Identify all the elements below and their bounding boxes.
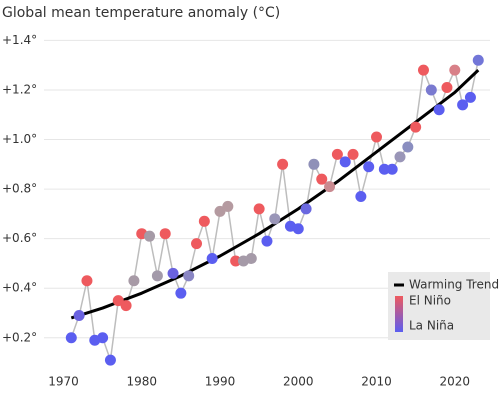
data-point [144,230,156,242]
data-point [464,91,476,103]
legend-label: El Niño [409,294,451,308]
x-tick-label: 2020 [440,375,471,389]
data-point [449,64,461,76]
legend-box [388,272,490,340]
data-point [261,235,273,247]
y-tick-label: +0.2° [2,330,37,344]
data-point [292,223,304,235]
legend-label: Warming Trend [409,278,499,292]
data-point [214,205,226,217]
legend-label: La Niña [409,319,454,333]
data-point [441,81,453,93]
data-point [308,158,320,170]
data-point [65,332,77,344]
data-point [433,104,445,116]
data-point [347,148,359,160]
y-tick-label: +0.4° [2,281,37,295]
y-tick-label: +1.4° [2,33,37,47]
data-point [269,213,281,225]
data-point [402,141,414,153]
data-point [386,163,398,175]
data-point [183,270,195,282]
data-point [73,309,85,321]
y-tick-label: +0.8° [2,182,37,196]
y-tick-label: +1.0° [2,132,37,146]
data-point [167,267,179,279]
data-point [128,275,140,287]
data-point [277,158,289,170]
data-point [417,64,429,76]
data-point [120,300,132,312]
data-point [112,295,124,307]
y-tick-label: +1.2° [2,82,37,96]
data-point [324,181,336,193]
data-point [104,354,116,366]
data-point [363,161,375,173]
data-point [371,131,383,143]
x-tick-label: 1990 [205,375,236,389]
data-point [331,148,343,160]
data-point [222,200,234,212]
data-point [245,252,257,264]
data-point [175,287,187,299]
data-point [339,156,351,168]
data-point [472,54,484,66]
color-scale [395,296,403,332]
x-tick-label: 2000 [283,375,314,389]
data-point [378,163,390,175]
chart-title: Global mean temperature anomaly (°C) [2,5,280,21]
y-tick-label: +0.6° [2,231,37,245]
data-point [457,99,469,111]
data-point [159,228,171,240]
data-point [151,270,163,282]
data-point [81,275,93,287]
x-tick-label: 1980 [126,375,157,389]
x-tick-label: 1970 [48,375,79,389]
data-point [230,255,242,267]
data-point [316,173,328,185]
data-point [198,215,210,227]
x-tick-label: 2010 [361,375,392,389]
data-point [355,191,367,203]
data-point [191,238,203,250]
data-point [394,151,406,163]
data-point [97,332,109,344]
data-point [410,121,422,133]
data-point [206,252,218,264]
data-point [425,84,437,96]
data-point [253,203,265,215]
data-point [300,203,312,215]
